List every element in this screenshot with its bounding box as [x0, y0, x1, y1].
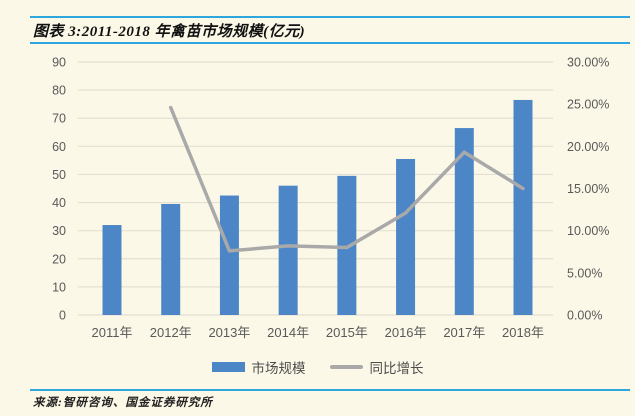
- left-axis-tick: 60: [52, 140, 66, 154]
- footer-rule: [30, 389, 630, 391]
- right-axis-tick: 15.00%: [567, 182, 609, 196]
- left-axis-tick: 90: [52, 56, 66, 70]
- x-axis-label: 2014年: [267, 325, 309, 340]
- chart-title: 图表 3:2011-2018 年禽苗市场规模(亿元): [33, 24, 306, 40]
- source-attribution: 来源:智研咨询、国金证券研究所: [33, 397, 213, 409]
- bar-2011年: [102, 225, 122, 315]
- bar-2015年: [337, 175, 357, 315]
- left-axis-tick: 0: [59, 309, 66, 323]
- right-axis-tick: 25.00%: [567, 98, 609, 112]
- left-axis-tick: 10: [52, 280, 66, 294]
- x-axis-label: 2017年: [443, 325, 485, 340]
- chart-legend: 市场规模 同比增长: [0, 357, 635, 377]
- bar-2012年: [161, 203, 181, 315]
- left-axis-tick: 40: [52, 196, 66, 210]
- bar-series-swatch: [211, 362, 245, 372]
- legend-item-yoy-growth: 同比增长: [329, 357, 424, 377]
- line-series-swatch: [329, 365, 363, 369]
- legend-item-market-size: 市场规模: [211, 357, 306, 377]
- right-axis-tick: 10.00%: [567, 224, 609, 238]
- left-axis-tick: 50: [52, 168, 66, 182]
- combo-chart: 0 10 20 30 40 50 60 70 80 90 0.00% 5.00% 10.00% 15.00…: [52, 56, 609, 341]
- right-axis-tick: 5.00%: [567, 266, 602, 280]
- legend-label-market-size: 市场规模: [251, 361, 306, 376]
- title-bottom-rule: [30, 42, 630, 44]
- left-axis-tick: 70: [52, 112, 66, 126]
- legend-label-yoy-growth: 同比增长: [369, 361, 424, 376]
- bar-2013年: [219, 195, 239, 315]
- bar-2016年: [396, 158, 416, 315]
- left-axis-tick: 30: [52, 224, 66, 238]
- x-axis-label: 2016年: [385, 325, 427, 340]
- x-axis-label: 2011年: [92, 325, 133, 340]
- x-axis-label: 2013年: [208, 325, 250, 340]
- x-axis-label: 2012年: [150, 325, 192, 340]
- right-axis-tick: 20.00%: [567, 140, 609, 154]
- right-axis-tick: 30.00%: [567, 56, 609, 70]
- x-axis-label: 2015年: [326, 325, 368, 340]
- title-top-rule: [30, 16, 630, 18]
- bar-2017年: [454, 128, 474, 315]
- x-axis-label: 2018年: [502, 325, 544, 340]
- bar-2018年: [513, 99, 533, 315]
- left-axis-tick: 20: [52, 252, 66, 266]
- bar-2014年: [278, 185, 298, 315]
- yoy-growth-line: [168, 105, 525, 253]
- left-axis-tick: 80: [52, 84, 66, 98]
- right-axis-tick: 0.00%: [567, 309, 602, 323]
